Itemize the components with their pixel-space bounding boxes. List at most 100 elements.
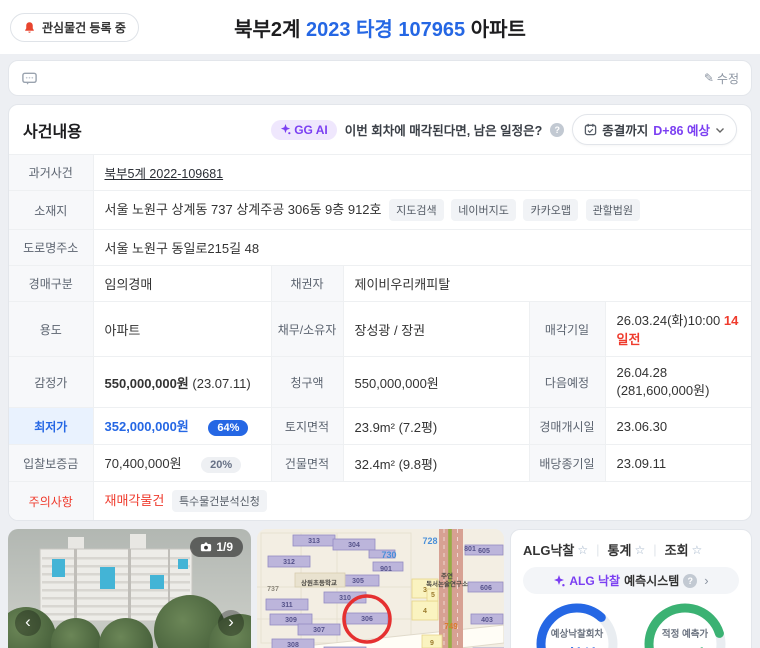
svg-text:737: 737	[267, 586, 279, 593]
caution-value: 재매각물건 특수물건분석신청	[92, 481, 751, 520]
camera-icon	[201, 542, 212, 552]
alg-prediction-system-button[interactable]: ALG 낙찰 예측시스템 ? ›	[523, 567, 739, 594]
creditor-value: 제이비우리캐피탈	[342, 265, 751, 302]
sparkle-icon	[554, 574, 565, 586]
deposit-percent-badge: 20%	[201, 457, 242, 473]
map-target-circle	[342, 594, 392, 644]
svg-text:749: 749	[444, 622, 458, 631]
sale-date-label: 매각기일	[528, 301, 606, 357]
past-case-label: 과거사건	[9, 154, 94, 191]
claim-label: 청구액	[270, 356, 344, 408]
case-card-header: 사건내용 GG AI 이번 회차에 매각된다면, 남은 일정은? ? 종결까지 …	[9, 105, 751, 154]
deposit-label: 입찰보증금	[9, 444, 94, 482]
svg-text:305: 305	[352, 578, 364, 585]
alg-panel: ALG낙찰 ☆ | 통계 ☆ | 조회 ☆ ALG 낙찰 예측시스템 ?	[510, 529, 752, 648]
case-card: 사건내용 GG AI 이번 회차에 매각된다면, 남은 일정은? ? 종결까지 …	[8, 104, 752, 521]
usage-value: 아파트	[92, 301, 272, 357]
info-icon[interactable]: ?	[550, 122, 565, 137]
chevron-right-icon: ›	[704, 573, 709, 588]
deposit-amount: 70,400,000원	[104, 456, 182, 471]
land-area-value: 23.9m² (7.2평)	[342, 407, 530, 445]
title-case-number: 2023 타경 107965	[305, 18, 466, 41]
memo-bubble-icon	[22, 72, 37, 85]
svg-text:309: 309	[285, 617, 297, 624]
favorite-badge[interactable]: 관심물건 등록 중	[10, 12, 139, 42]
svg-text:306: 306	[361, 616, 373, 623]
gauge-label: 예상낙찰회차	[550, 629, 604, 640]
alg-gauges: 예상낙찰회차 3회차 2026년 03월 24일 낙찰확률 65.7%	[523, 598, 739, 648]
map-illustration: 3133043123053103113093073083062032102112…	[257, 529, 504, 648]
property-photo[interactable]: 1/9 ‹ ›	[8, 529, 251, 648]
map-commercial-blocks	[411, 578, 443, 648]
svg-text:901: 901	[380, 566, 392, 573]
map-buildings	[265, 534, 504, 648]
photo-next-button[interactable]: ›	[218, 609, 244, 636]
appraisal-value: 550,000,000원 (23.07.11)	[92, 356, 272, 408]
gauge-label: 적정 예측가	[661, 629, 709, 640]
caution-label: 주의사항	[9, 481, 94, 520]
case-info-table: 과거사건 북부5계 2022-109681 소재지 서울 노원구 상계동 737…	[9, 154, 751, 520]
dividend-date-value: 23.09.11	[604, 444, 751, 482]
tab-statistics[interactable]: 통계 ☆	[608, 540, 646, 559]
start-date-value: 23.06.30	[604, 407, 751, 445]
gauge-value: 3회차	[523, 642, 631, 648]
gauge-arc	[644, 603, 726, 648]
special-analysis-button[interactable]: 특수물건분석신청	[171, 490, 267, 512]
star-icon[interactable]: ☆	[634, 542, 646, 557]
next-schedule-label: 다음예정	[528, 356, 606, 408]
dividend-date-label: 배당종기일	[528, 444, 606, 482]
debtor-label: 채무/소유자	[270, 301, 344, 357]
appraisal-date: (23.07.11)	[192, 375, 251, 391]
tab-views[interactable]: 조회 ☆	[665, 540, 703, 559]
svg-text:728: 728	[422, 536, 437, 546]
sparkle-icon	[281, 124, 291, 135]
road-address-label: 도로명주소	[9, 229, 94, 266]
land-area-label: 토지면적	[270, 407, 344, 445]
start-date-label: 경매개시일	[528, 407, 606, 445]
map-academy-label: 주연	[441, 571, 453, 580]
star-icon[interactable]: ☆	[577, 542, 589, 557]
past-case-link[interactable]: 북부5계 2022-109681	[104, 167, 224, 181]
alg-sys-highlight: ALG 낙찰	[569, 574, 621, 588]
creditor-label: 채권자	[270, 265, 344, 302]
memo-edit-button[interactable]: ✎ 수정	[704, 70, 739, 87]
gauge-value: 4.2억	[631, 642, 739, 648]
auction-type-value: 임의경매	[92, 265, 272, 302]
tab-separator: |	[596, 542, 600, 557]
location-map[interactable]: 3133043123053103113093073083062032102112…	[257, 529, 504, 648]
sale-date-value: 26.03.24(화)10:00 14일전	[604, 301, 751, 357]
tab-alg-bid[interactable]: ALG낙찰 ☆	[523, 540, 588, 559]
auction-type-label: 경매구분	[9, 265, 94, 302]
title-property-type: 아파트	[470, 18, 526, 41]
tab-views-label: 조회	[664, 543, 689, 558]
next-schedule-value: 26.04.28 (281,600,000원)	[604, 356, 751, 408]
photo-prev-button[interactable]: ‹	[15, 609, 41, 636]
gauge-fair-price: 적정 예측가 4.2억 감정가 대비 77.01%	[631, 598, 739, 648]
memo-bar[interactable]: ✎ 수정	[8, 60, 752, 96]
svg-text:5: 5	[431, 592, 435, 599]
naver-map-button[interactable]: 네이버지도	[451, 199, 516, 221]
gg-ai-badge[interactable]: GG AI	[271, 119, 337, 140]
photo-illustration	[8, 529, 251, 648]
svg-text:308: 308	[287, 642, 299, 648]
location-label: 소재지	[9, 190, 94, 230]
star-icon[interactable]: ☆	[691, 542, 703, 557]
gauge-expected-round: 예상낙찰회차 3회차 2026년 03월 24일 낙찰확률 65.7%	[523, 598, 631, 648]
help-icon[interactable]: ?	[683, 573, 698, 588]
court-button[interactable]: 관할법원	[585, 199, 641, 221]
bell-icon	[25, 21, 34, 33]
closing-dday-button[interactable]: 종결까지 D+86 예상	[572, 114, 737, 145]
tab-alg-bid-label: ALG낙찰	[523, 543, 575, 558]
appraisal-amount: 550,000,000원	[104, 375, 189, 391]
title-court: 북부2계	[234, 18, 301, 41]
svg-text:3: 3	[423, 587, 427, 594]
photo-counter-badge: 1/9	[190, 537, 243, 557]
min-price-amount: 352,000,000원	[104, 419, 189, 434]
svg-text:312: 312	[283, 559, 295, 566]
caution-tag: 재매각물건	[104, 493, 165, 508]
location-address: 서울 노원구 상계동 737 상계주공 306동 9층 912호	[104, 202, 382, 217]
deposit-value: 70,400,000원 20%	[92, 444, 272, 482]
appraisal-label: 감정가	[9, 356, 94, 408]
map-search-button[interactable]: 지도검색	[389, 199, 444, 221]
kakao-map-button[interactable]: 카카오맵	[523, 199, 578, 221]
